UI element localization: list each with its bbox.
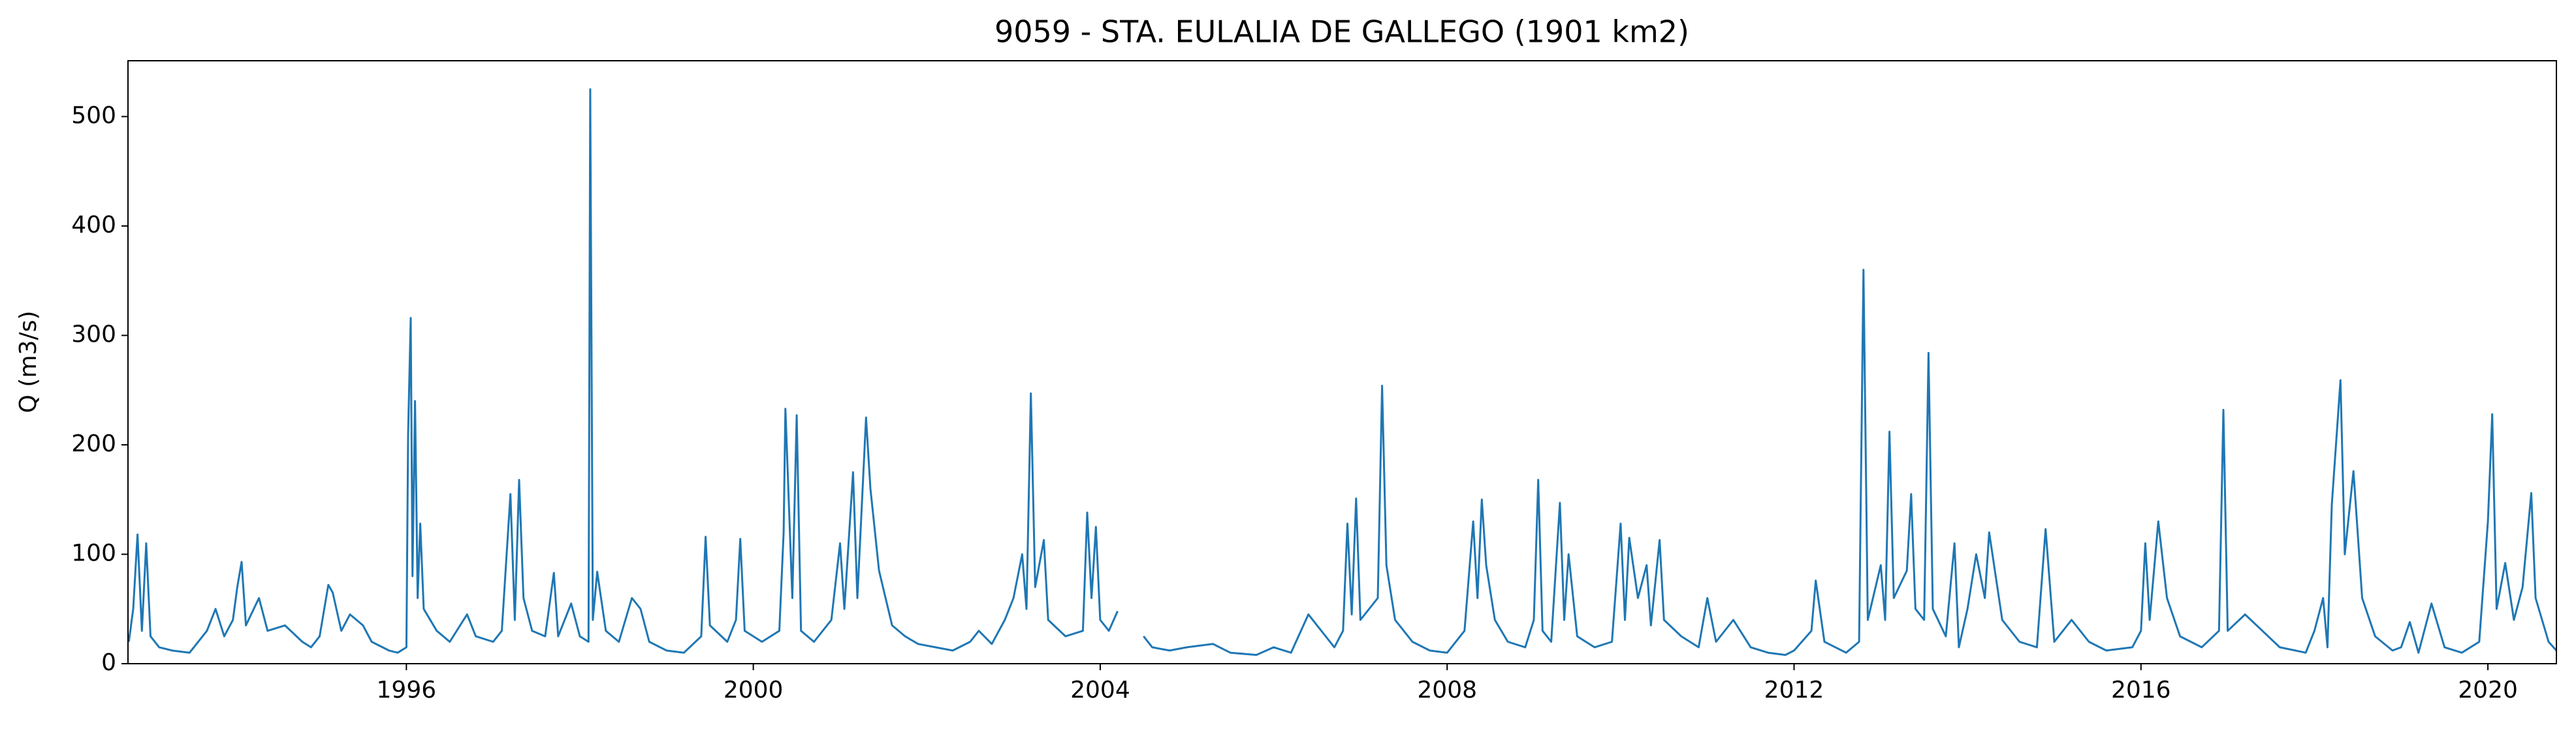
y-tick-label: 0	[101, 649, 116, 676]
y-axis-label: Q (m3/s)	[15, 311, 42, 413]
plot-frame	[127, 60, 2557, 664]
y-tick-label: 500	[71, 102, 116, 129]
y-tick-label: 100	[71, 540, 116, 566]
x-tick-label: 2000	[724, 677, 784, 704]
y-tick-label: 200	[71, 430, 116, 457]
x-tick-label: 2004	[1070, 677, 1130, 704]
x-tick-label: 2008	[1417, 677, 1477, 704]
x-tick-label: 2020	[2458, 677, 2518, 704]
chart-title: 9059 - STA. EULALIA DE GALLEGO (1901 km2…	[994, 14, 1689, 50]
x-tick-label: 2016	[2111, 677, 2171, 704]
y-tick-label: 400	[71, 212, 116, 238]
x-tick-label: 1996	[377, 677, 437, 704]
data-line	[128, 88, 2556, 656]
x-tick-label: 2012	[1764, 677, 1824, 704]
y-tick-label: 300	[71, 321, 116, 348]
